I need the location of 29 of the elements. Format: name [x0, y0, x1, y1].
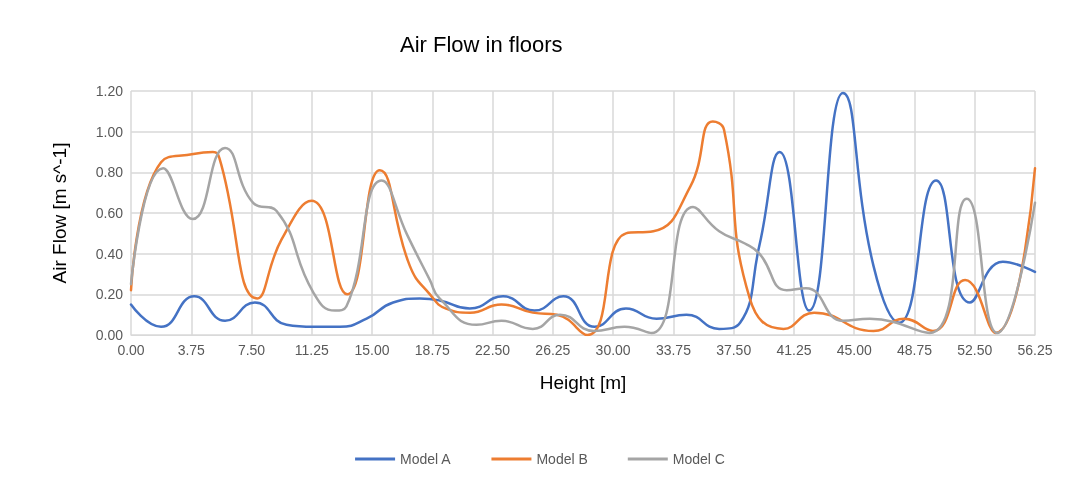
x-tick-label: 18.75 [414, 342, 451, 358]
y-tick-label: 0.20 [95, 286, 124, 303]
y-axis-title: Air Flow [m s^-1] [49, 142, 70, 284]
x-tick-label: 22.50 [475, 342, 511, 358]
x-tick-label: 45.00 [836, 342, 872, 358]
x-tick-label: 37.50 [716, 342, 752, 358]
y-tick-label: 0.40 [95, 245, 124, 262]
x-tick-label: 56.25 [1017, 342, 1053, 358]
y-tick-label: 0.80 [95, 164, 124, 181]
y-tick-label: 1.00 [95, 123, 124, 140]
y-tick-label: 0.60 [95, 205, 124, 221]
legend-label: Model A [400, 451, 452, 467]
x-tick-label: 52.50 [957, 342, 993, 358]
x-tick-label: 15.00 [354, 342, 390, 358]
legend-label: Model B [536, 451, 588, 467]
x-axis-title: Height [m] [539, 372, 627, 393]
x-tick-label: 0.00 [117, 342, 145, 358]
x-tick-label: 48.75 [896, 342, 933, 358]
x-tick-label: 26.25 [535, 342, 571, 358]
x-tick-label: 33.75 [655, 342, 692, 358]
x-tick-label: 41.25 [776, 342, 812, 358]
x-tick-label: 7.50 [237, 342, 266, 358]
chart-title: Air Flow in floors [400, 31, 563, 57]
y-tick-label: 1.20 [95, 83, 124, 99]
x-tick-label: 3.75 [177, 342, 206, 358]
y-tick-label: 0.00 [95, 327, 124, 343]
x-tick-label: 11.25 [294, 342, 330, 358]
legend-label: Model C [672, 451, 725, 467]
x-tick-label: 30.00 [595, 342, 631, 358]
